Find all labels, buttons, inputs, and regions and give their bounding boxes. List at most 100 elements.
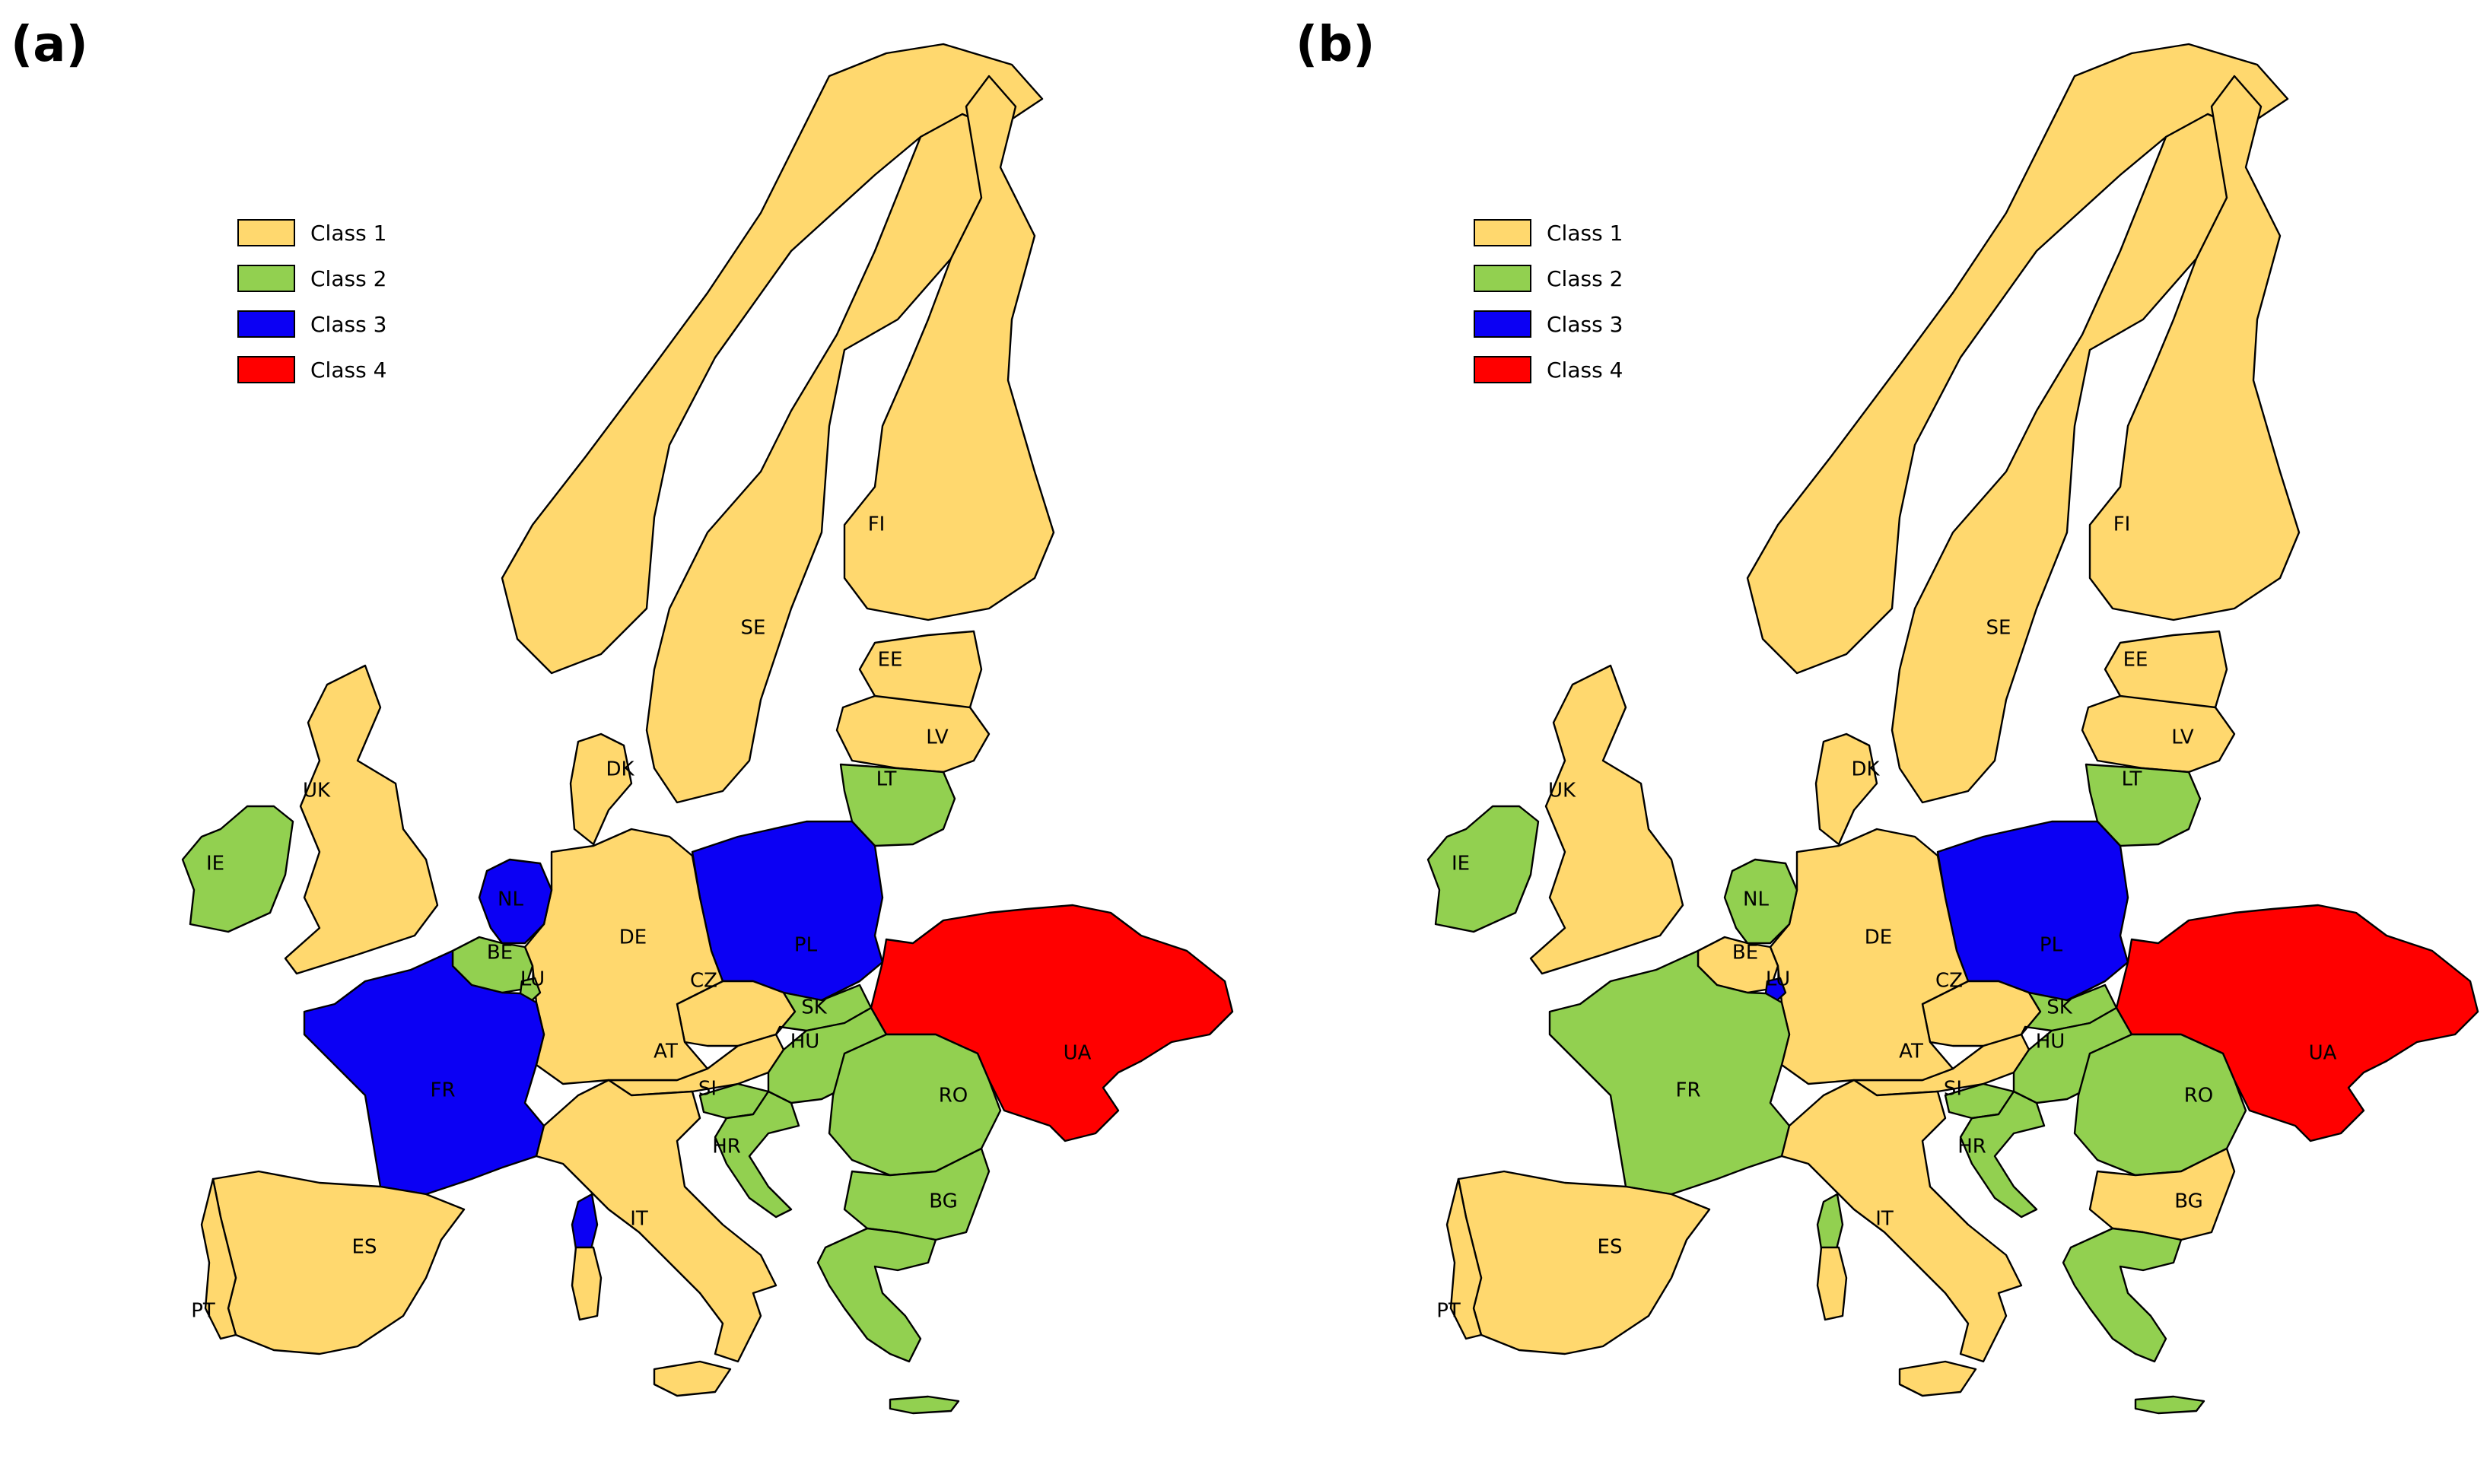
country-label-sk: SK — [2046, 996, 2073, 1019]
country-label-pl: PL — [794, 934, 818, 957]
country-label-uk: UK — [303, 780, 331, 802]
country-nl — [478, 858, 553, 945]
country-label-dk: DK — [606, 758, 634, 781]
legend: Class 1 Class 2 Class 3 Class 4 — [1474, 210, 1623, 392]
country-label-es: ES — [352, 1236, 377, 1259]
country-uk — [284, 664, 439, 975]
legend-swatch — [1474, 265, 1531, 292]
country-label-ro: RO — [2184, 1085, 2214, 1107]
country-label-dk: DK — [1851, 758, 1880, 781]
country-label-se: SE — [1986, 617, 2011, 640]
legend-label: Class 3 — [310, 311, 387, 337]
country-label-ua: UA — [2309, 1042, 2337, 1065]
country-label-ie: IE — [206, 853, 224, 875]
country-label-ua: UA — [1064, 1042, 1092, 1065]
country-label-uk: UK — [1548, 780, 1576, 802]
country-crete — [2134, 1395, 2205, 1415]
country-it — [535, 1079, 778, 1363]
country-gr — [816, 1227, 937, 1363]
country-label-fi: FI — [868, 513, 886, 536]
panel-label: (b) — [1296, 17, 1375, 73]
country-sardinia — [571, 1193, 599, 1257]
legend-swatch — [237, 356, 295, 383]
country-fi — [2088, 75, 2301, 621]
country-corsica — [1816, 1246, 1848, 1321]
country-label-si: SI — [1944, 1078, 1962, 1101]
country-label-hr: HR — [712, 1136, 741, 1158]
country-label-nl: NL — [1743, 888, 1769, 911]
country-pl — [1936, 820, 2129, 1002]
country-label-be: BE — [487, 942, 513, 964]
legend-item-class-2: Class 2 — [1474, 256, 1623, 301]
country-label-sk: SK — [801, 996, 828, 1019]
country-label-lu: LU — [520, 968, 545, 991]
country-hr — [714, 1090, 800, 1219]
country-label-ee: EE — [2123, 649, 2148, 672]
legend-item-class-1: Class 1 — [237, 210, 386, 256]
country-es — [1457, 1170, 1711, 1355]
legend-item-class-3: Class 3 — [237, 301, 386, 347]
country-label-lt: LT — [876, 768, 897, 791]
country-label-hu: HU — [2036, 1031, 2065, 1053]
country-gr — [2062, 1227, 2183, 1363]
country-label-bg: BG — [2174, 1190, 2203, 1213]
country-ie — [1426, 805, 1540, 933]
country-label-ro: RO — [939, 1085, 968, 1107]
country-label-ee: EE — [878, 649, 903, 672]
country-es — [211, 1170, 466, 1355]
country-label-pt: PT — [191, 1300, 215, 1323]
country-nl — [1723, 858, 1798, 945]
legend-swatch — [1474, 356, 1531, 383]
legend-label: Class 1 — [1547, 220, 1623, 246]
country-crete — [889, 1395, 960, 1415]
country-label-cz: CZ — [1935, 970, 1963, 993]
country-label-bg: BG — [929, 1190, 958, 1213]
country-bg — [843, 1147, 991, 1241]
country-label-de: DE — [1865, 926, 1892, 949]
map-panel-a: (a) SE FI EE LV LT UK IE DK NL BE LU DE PL CZ SK AT HU SI… — [11, 17, 1234, 1415]
legend-label: Class 2 — [310, 265, 387, 291]
country-label-at: AT — [654, 1041, 678, 1063]
country-dk — [569, 732, 633, 846]
country-fi — [843, 75, 1055, 621]
country-label-it: IT — [630, 1208, 648, 1231]
country-label-lt: LT — [2122, 768, 2142, 791]
country-label-de: DE — [619, 926, 647, 949]
map-panel-b: (b) SE FI EE LV LT UK IE DK NL BE LU DE PL CZ SK AT HU SI… — [1245, 0, 2490, 1484]
country-label-ie: IE — [1452, 853, 1470, 875]
country-uk — [1529, 664, 1684, 975]
country-no — [1746, 43, 2289, 675]
country-label-fr: FR — [1675, 1079, 1700, 1102]
country-label-lv: LV — [926, 726, 949, 749]
europe-map: SE FI EE LV LT UK IE DK NL BE LU DE PL CZ SK AT HU SI HR RO… — [181, 43, 1234, 1415]
country-de — [1769, 828, 1970, 1085]
legend-label: Class 1 — [310, 220, 387, 246]
country-pl — [691, 820, 884, 1002]
legend-item-class-1: Class 1 — [1474, 210, 1623, 256]
country-no — [501, 43, 1044, 675]
legend: Class 1 Class 2 Class 3 Class 4 — [237, 210, 386, 392]
country-label-pt: PT — [1436, 1300, 1461, 1323]
legend-swatch — [237, 310, 295, 338]
legend-label: Class 3 — [1547, 311, 1623, 337]
country-lt — [839, 763, 956, 847]
legend-label: Class 4 — [310, 357, 387, 383]
legend-swatch — [1474, 310, 1531, 338]
country-label-it: IT — [1875, 1208, 1894, 1231]
legend-item-class-2: Class 2 — [237, 256, 386, 301]
legend-swatch — [1474, 219, 1531, 246]
country-label-fr: FR — [430, 1079, 455, 1102]
country-label-pl: PL — [2040, 934, 2063, 957]
country-sicily — [1898, 1360, 1977, 1397]
country-pt — [200, 1177, 237, 1340]
country-de — [523, 828, 724, 1085]
legend-item-class-4: Class 4 — [237, 347, 386, 392]
legend-label: Class 2 — [1547, 265, 1623, 291]
country-it — [1780, 1079, 2023, 1363]
country-label-nl: NL — [498, 888, 523, 911]
country-dk — [1814, 732, 1878, 846]
country-label-fi: FI — [2113, 513, 2131, 536]
country-bg — [2088, 1147, 2236, 1241]
country-sicily — [653, 1360, 732, 1397]
country-lt — [2085, 763, 2202, 847]
